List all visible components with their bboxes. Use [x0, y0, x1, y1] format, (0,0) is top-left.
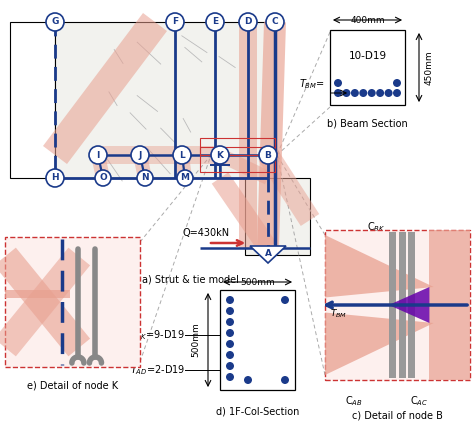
Text: L: L — [179, 150, 185, 160]
Circle shape — [226, 340, 234, 348]
Polygon shape — [217, 149, 271, 184]
Circle shape — [281, 296, 289, 304]
Circle shape — [226, 307, 234, 315]
Bar — [325, 230, 470, 380]
Bar — [200, 138, 275, 155]
Circle shape — [89, 146, 107, 164]
Circle shape — [46, 13, 64, 31]
Text: J: J — [138, 150, 142, 160]
Circle shape — [173, 146, 191, 164]
Circle shape — [226, 351, 234, 359]
Polygon shape — [212, 172, 276, 254]
Polygon shape — [43, 13, 167, 164]
Polygon shape — [98, 146, 220, 164]
Circle shape — [226, 362, 234, 370]
Text: I: I — [96, 150, 100, 160]
Bar — [399, 232, 406, 378]
Text: 450mm: 450mm — [425, 50, 434, 85]
Circle shape — [368, 89, 376, 97]
Bar — [330, 30, 405, 105]
Text: $T_{BM}$=: $T_{BM}$= — [299, 77, 325, 91]
Polygon shape — [325, 313, 434, 375]
Polygon shape — [175, 154, 192, 179]
Text: F: F — [172, 18, 178, 27]
Bar — [5, 290, 70, 298]
Circle shape — [359, 89, 367, 97]
Circle shape — [393, 79, 401, 87]
Text: O: O — [99, 173, 107, 182]
Circle shape — [95, 170, 111, 186]
Circle shape — [137, 170, 153, 186]
Circle shape — [376, 89, 384, 97]
Polygon shape — [0, 248, 90, 356]
Text: C$_{BK}$: C$_{BK}$ — [366, 220, 385, 234]
Circle shape — [226, 373, 234, 381]
Circle shape — [46, 169, 64, 187]
Circle shape — [281, 376, 289, 384]
Bar — [408, 232, 415, 378]
Bar — [429, 230, 470, 380]
Text: $T_{AK}$=9-D19: $T_{AK}$=9-D19 — [130, 328, 185, 342]
Text: e) Detail of node K: e) Detail of node K — [27, 381, 118, 391]
Polygon shape — [0, 248, 90, 356]
Text: 10-D19: 10-D19 — [348, 51, 387, 61]
Polygon shape — [133, 154, 152, 179]
Circle shape — [259, 146, 277, 164]
Circle shape — [384, 89, 392, 97]
Bar — [55, 22, 275, 178]
Text: C$_{AC}$: C$_{AC}$ — [410, 394, 428, 408]
Text: a) Strut & tie model: a) Strut & tie model — [142, 275, 238, 285]
Text: M: M — [181, 173, 190, 182]
Text: d) 1F-Col-Section: d) 1F-Col-Section — [216, 406, 299, 416]
Polygon shape — [257, 22, 286, 249]
Text: H: H — [51, 173, 59, 182]
Bar — [10, 22, 55, 178]
Text: C$_{AB}$: C$_{AB}$ — [345, 394, 363, 408]
Text: Q=430kN: Q=430kN — [183, 228, 230, 238]
Circle shape — [177, 170, 193, 186]
Bar — [389, 232, 396, 378]
Circle shape — [131, 146, 149, 164]
Text: A: A — [264, 249, 272, 258]
Circle shape — [334, 79, 342, 87]
Text: $T_{BM}$: $T_{BM}$ — [330, 308, 347, 320]
Text: D: D — [244, 18, 252, 27]
Circle shape — [211, 146, 229, 164]
Circle shape — [226, 329, 234, 337]
Bar — [200, 147, 275, 172]
Text: B: B — [264, 150, 272, 160]
Polygon shape — [91, 154, 110, 179]
Text: $T_{AD}$=2-D19: $T_{AD}$=2-D19 — [130, 363, 185, 377]
Text: c) Detail of node B: c) Detail of node B — [352, 410, 443, 420]
Bar — [5, 237, 140, 367]
Text: E: E — [212, 18, 218, 27]
Circle shape — [226, 296, 234, 304]
Text: K: K — [217, 150, 224, 160]
Circle shape — [239, 13, 257, 31]
Circle shape — [226, 318, 234, 326]
Text: 500mm: 500mm — [240, 278, 275, 287]
Text: 400mm: 400mm — [350, 16, 385, 25]
Text: b) Beam Section: b) Beam Section — [327, 119, 408, 129]
Polygon shape — [250, 246, 286, 263]
Bar — [220, 290, 295, 390]
Polygon shape — [389, 287, 429, 323]
Bar — [245, 178, 310, 255]
Circle shape — [266, 13, 284, 31]
Text: N: N — [141, 173, 149, 182]
Text: G: G — [51, 18, 59, 27]
Circle shape — [351, 89, 359, 97]
Circle shape — [342, 89, 350, 97]
Circle shape — [244, 376, 252, 384]
Polygon shape — [325, 235, 434, 298]
Circle shape — [206, 13, 224, 31]
Text: C: C — [272, 18, 278, 27]
Polygon shape — [239, 22, 257, 248]
Circle shape — [166, 13, 184, 31]
Circle shape — [393, 89, 401, 97]
Text: 500mm: 500mm — [191, 322, 200, 357]
Circle shape — [334, 89, 342, 97]
Polygon shape — [259, 149, 319, 226]
